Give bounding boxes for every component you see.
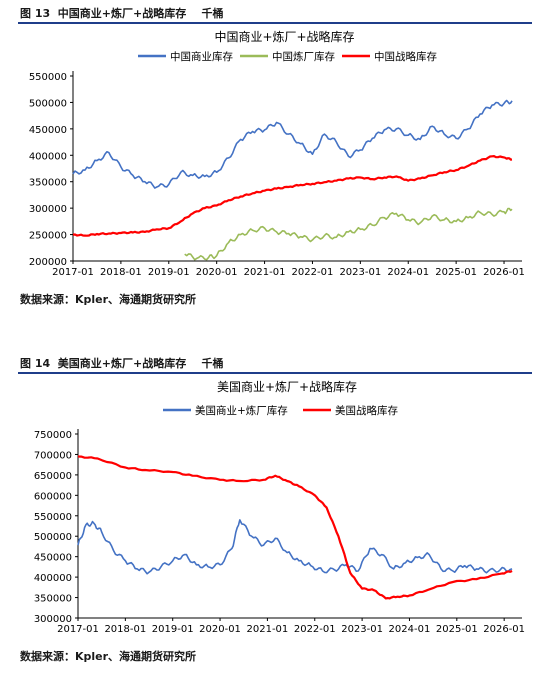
- x-tick-label: 2021-01: [247, 624, 289, 635]
- y-tick-label: 350000: [34, 594, 72, 605]
- x-tick-label: 2025-01: [435, 267, 477, 278]
- legend-label: 中国炼厂库存: [272, 50, 335, 63]
- x-tick-label: 2022-01: [294, 624, 336, 635]
- chart-title: 中国商业+炼厂+战略库存: [214, 29, 354, 44]
- y-tick-label: 450000: [34, 553, 72, 564]
- figure-14-caption-bar: 图 14 美国商业+炼厂+战略库存 千桶: [18, 352, 532, 374]
- y-tick-label: 550000: [29, 72, 67, 83]
- series-line: [77, 455, 513, 600]
- figure-14-source: 数据来源：Kpler、海通期货研究所: [20, 650, 197, 663]
- legend-label: 中国战略库存: [374, 50, 437, 63]
- legend-label: 美国战略库存: [335, 404, 398, 417]
- figure-14-caption: 图 14 美国商业+炼厂+战略库存 千桶: [20, 357, 224, 370]
- y-tick-label: 550000: [34, 512, 72, 523]
- us-inventory-chart: 美国商业+炼厂+战略库存美国商业+炼厂库存 美国战略库存 300000 350000 4…: [18, 376, 532, 642]
- x-tick-label: 2021-01: [244, 267, 286, 278]
- figure-13-caption-bar: 图 13 中国商业+炼厂+战略库存 千桶: [18, 2, 532, 24]
- figure-13-source: 数据来源：Kpler、海通期货研究所: [20, 293, 197, 306]
- x-tick-label: 2020-01: [196, 267, 238, 278]
- y-tick-label: 700000: [34, 450, 72, 461]
- x-tick-label: 2017-01: [52, 267, 94, 278]
- y-tick-label: 750000: [34, 430, 72, 441]
- x-tick-label: 2024-01: [387, 267, 429, 278]
- y-tick-label: 450000: [29, 125, 67, 136]
- y-tick-label: 300000: [34, 614, 72, 625]
- x-tick-label: 2026-01: [483, 624, 525, 635]
- china-inventory-chart: 中国商业+炼厂+战略库存中国商业库存 中国炼厂库存 中国战略库存 200000 2500…: [18, 26, 532, 286]
- y-tick-label: 600000: [34, 491, 72, 502]
- y-tick-label: 350000: [29, 178, 67, 189]
- x-tick-label: 2017-01: [57, 624, 99, 635]
- y-tick-label: 200000: [29, 257, 67, 268]
- x-tick-label: 2018-01: [104, 624, 146, 635]
- x-tick-label: 2018-01: [100, 267, 142, 278]
- y-tick-label: 400000: [34, 573, 72, 584]
- x-tick-label: 2023-01: [341, 624, 383, 635]
- y-tick-label: 650000: [34, 471, 72, 482]
- series-line: [77, 519, 513, 575]
- series-line: [72, 155, 513, 237]
- legend-label: 中国商业库存: [170, 50, 233, 63]
- x-tick-label: 2026-01: [483, 267, 525, 278]
- x-tick-label: 2019-01: [152, 624, 194, 635]
- y-tick-label: 250000: [29, 231, 67, 242]
- y-tick-label: 500000: [34, 532, 72, 543]
- series-line: [72, 99, 513, 189]
- x-tick-label: 2024-01: [389, 624, 431, 635]
- x-tick-label: 2023-01: [339, 267, 381, 278]
- y-tick-label: 500000: [29, 98, 67, 109]
- y-tick-label: 400000: [29, 151, 67, 162]
- x-tick-label: 2025-01: [436, 624, 478, 635]
- x-tick-label: 2020-01: [199, 624, 241, 635]
- x-tick-label: 2019-01: [148, 267, 190, 278]
- series-line: [184, 207, 513, 261]
- chart-title: 美国商业+炼厂+战略库存: [217, 379, 357, 394]
- y-tick-label: 300000: [29, 204, 67, 215]
- x-tick-label: 2022-01: [292, 267, 334, 278]
- figure-13-caption: 图 13 中国商业+炼厂+战略库存 千桶: [20, 7, 224, 20]
- legend-label: 美国商业+炼厂库存: [195, 404, 288, 417]
